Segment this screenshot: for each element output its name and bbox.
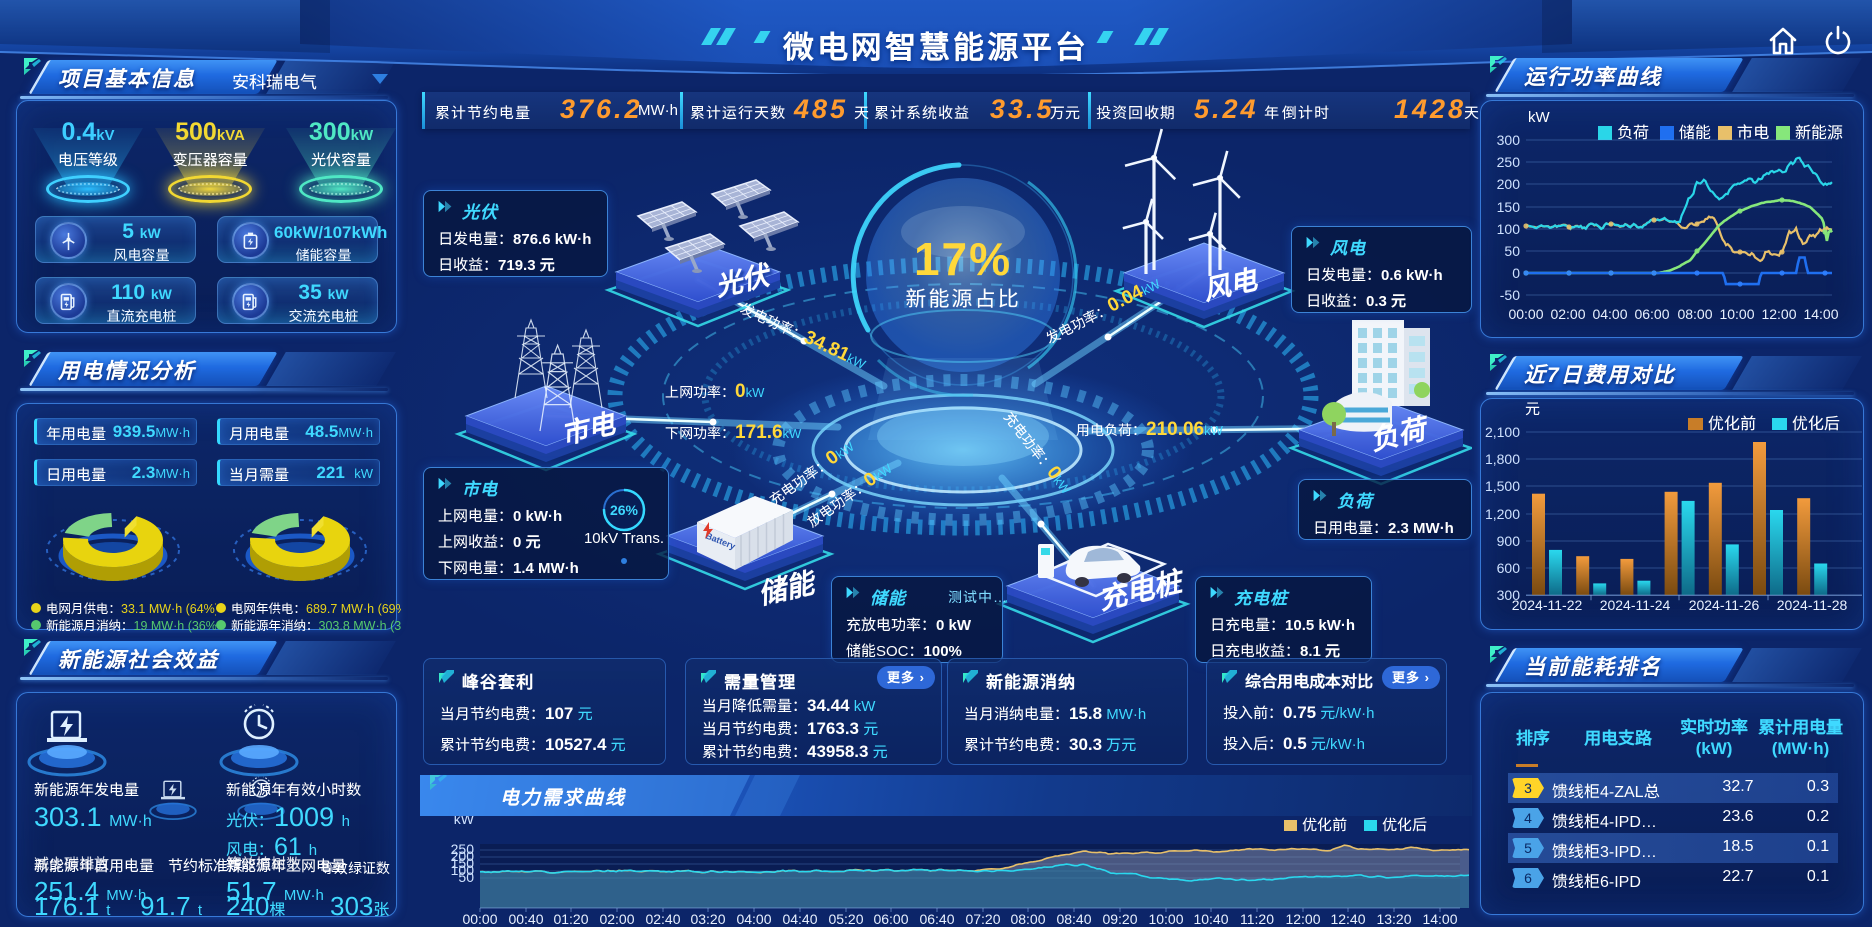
svg-text:05:20: 05:20 [828, 911, 863, 926]
svg-text:kW: kW [1528, 109, 1551, 126]
svg-text:2024-11-24: 2024-11-24 [1600, 597, 1671, 613]
svg-text:2024-11-22: 2024-11-22 [1512, 597, 1583, 613]
svg-text:250: 250 [451, 841, 475, 857]
svg-text:02:00: 02:00 [599, 911, 634, 926]
svg-text:负荷: 负荷 [1617, 124, 1649, 142]
svg-text:市电: 市电 [1737, 124, 1769, 142]
svg-text:26%: 26% [610, 502, 639, 518]
svg-text:50: 50 [1504, 243, 1520, 259]
svg-text:1,500: 1,500 [1485, 478, 1520, 494]
svg-text:06:00: 06:00 [873, 911, 908, 926]
svg-text:06:00: 06:00 [1634, 306, 1669, 322]
svg-text:优化前: 优化前 [1708, 415, 1756, 433]
svg-text:17%: 17% [914, 233, 1012, 285]
svg-text:06:40: 06:40 [919, 911, 954, 926]
svg-text:1,200: 1,200 [1485, 506, 1520, 522]
svg-text:优化后: 优化后 [1382, 816, 1427, 834]
svg-text:储能: 储能 [1679, 124, 1711, 142]
svg-text:2,100: 2,100 [1485, 424, 1520, 440]
svg-text:09:20: 09:20 [1102, 911, 1137, 926]
svg-text:2024-11-26: 2024-11-26 [1689, 597, 1760, 613]
svg-text:900: 900 [1497, 533, 1521, 549]
svg-text:10kV Trans.: 10kV Trans. [584, 530, 664, 547]
svg-text:200: 200 [1497, 176, 1521, 192]
svg-text:14:00: 14:00 [1422, 911, 1457, 926]
svg-text:02:40: 02:40 [645, 911, 680, 926]
svg-text:04:00: 04:00 [1592, 306, 1627, 322]
svg-text:300: 300 [1497, 587, 1521, 603]
svg-text:07:20: 07:20 [965, 911, 1000, 926]
svg-text:11:20: 11:20 [1240, 911, 1274, 926]
svg-text:00:00: 00:00 [462, 911, 497, 926]
svg-text:00:40: 00:40 [508, 911, 543, 926]
svg-text:10:40: 10:40 [1193, 911, 1228, 926]
svg-text:10:00: 10:00 [1719, 306, 1754, 322]
svg-text:-50: -50 [1500, 287, 1520, 303]
svg-text:新能源: 新能源 [1795, 124, 1843, 142]
svg-text:150: 150 [451, 855, 475, 871]
svg-text:新能源占比: 新能源占比 [906, 288, 1021, 311]
svg-text:12:00: 12:00 [1761, 306, 1796, 322]
svg-text:03:20: 03:20 [690, 911, 725, 926]
svg-text:150: 150 [1497, 199, 1521, 215]
svg-text:01:20: 01:20 [553, 911, 588, 926]
svg-text:08:40: 08:40 [1056, 911, 1091, 926]
svg-text:50: 50 [458, 869, 474, 885]
svg-text:10:00: 10:00 [1148, 911, 1183, 926]
svg-text:100: 100 [1497, 221, 1521, 237]
svg-text:12:00: 12:00 [1285, 911, 1320, 926]
svg-text:优化前: 优化前 [1302, 816, 1347, 834]
svg-text:02:00: 02:00 [1550, 306, 1585, 322]
svg-text:14:00: 14:00 [1803, 306, 1838, 322]
svg-text:元: 元 [1525, 401, 1540, 418]
svg-text:250: 250 [1497, 154, 1521, 170]
svg-text:600: 600 [1497, 560, 1521, 576]
svg-text:04:40: 04:40 [782, 911, 817, 926]
svg-text:00:00: 00:00 [1508, 306, 1543, 322]
svg-text:100: 100 [451, 862, 475, 878]
svg-text:优化后: 优化后 [1792, 415, 1840, 433]
svg-text:13:20: 13:20 [1376, 911, 1411, 926]
svg-text:08:00: 08:00 [1010, 911, 1045, 926]
svg-text:1,800: 1,800 [1485, 451, 1520, 467]
svg-text:2024-11-28: 2024-11-28 [1777, 597, 1848, 613]
svg-text:04:00: 04:00 [736, 911, 771, 926]
svg-text:08:00: 08:00 [1677, 306, 1712, 322]
svg-text:200: 200 [451, 848, 475, 864]
svg-text:kW: kW [454, 816, 475, 827]
svg-text:12:40: 12:40 [1330, 911, 1365, 926]
svg-text:0: 0 [1512, 265, 1520, 281]
svg-text:300: 300 [1497, 132, 1521, 148]
